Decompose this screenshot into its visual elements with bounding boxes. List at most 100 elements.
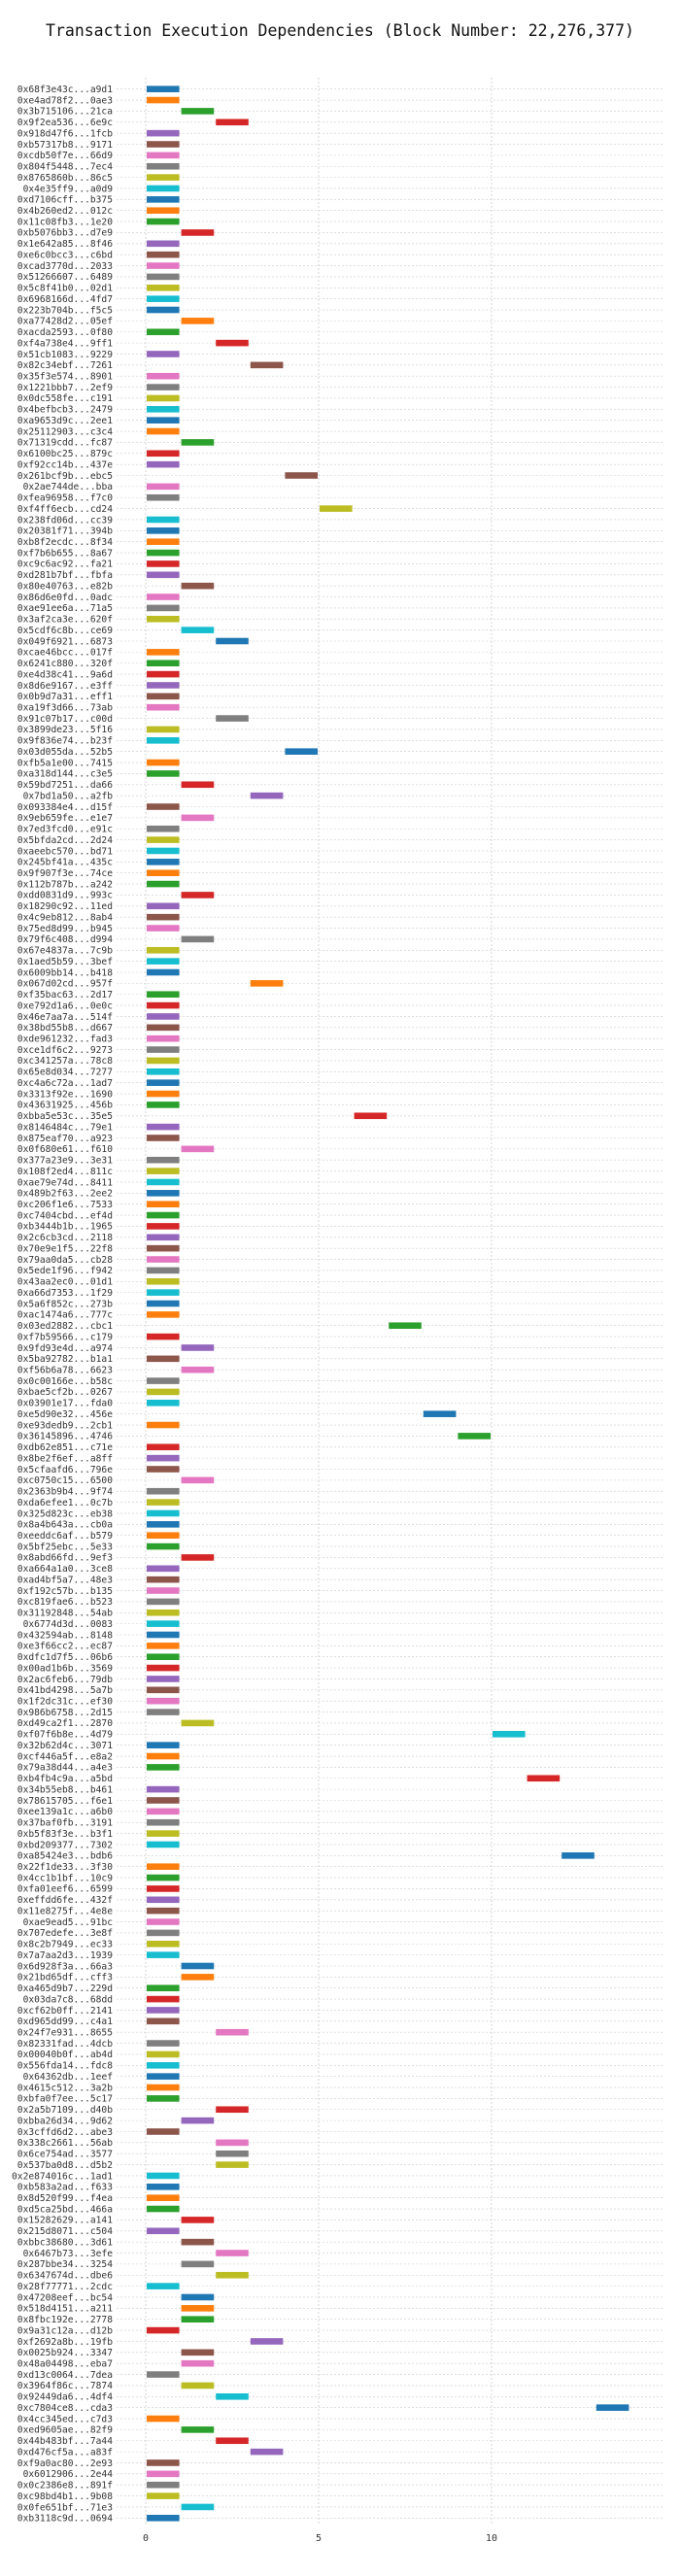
y-tick-label: 0xe6c0bcc3...c6bd [17, 250, 113, 260]
bar [147, 1918, 180, 1925]
y-tick-label: 0x82c34ebf...7261 [17, 360, 113, 371]
bar [147, 218, 180, 225]
bar [181, 935, 215, 943]
bar [147, 1752, 180, 1760]
bar [147, 670, 180, 678]
y-tick-label: 0x79aa0da5...cb28 [17, 1255, 113, 1266]
bar [147, 1885, 180, 1892]
bar [147, 273, 180, 281]
bar [354, 1112, 388, 1120]
y-tick-label: 0x1f2dc31c...ef30 [17, 1696, 113, 1707]
y-tick-label: 0xf2692a8b...19fb [17, 2337, 113, 2348]
bar [147, 96, 180, 104]
bar [147, 1764, 180, 1771]
y-tick-label: 0x3b715106...21ca [17, 107, 113, 118]
y-tick-label: 0x03901e17...fda0 [17, 1399, 113, 1409]
y-tick-label: 0x287bbe34...3254 [17, 2259, 113, 2270]
y-tick-label: 0x8765860b...86c5 [17, 173, 113, 184]
y-tick-label: 0xfea96958...f7c0 [17, 493, 113, 504]
bar [147, 450, 180, 458]
bar [147, 660, 180, 667]
y-tick-label: 0xe4ad78f2...0ae3 [17, 95, 113, 106]
y-tick-label: 0xbfa0f7ee...5c17 [17, 2094, 113, 2105]
y-tick-label: 0x1e642a85...8f46 [17, 239, 113, 250]
y-tick-label: 0x8abd66fd...9ef3 [17, 1553, 113, 1564]
bar [147, 516, 180, 524]
bar [147, 2227, 180, 2235]
y-tick-label: 0xae9ead5...91bc [23, 1917, 113, 1928]
y-tick-label: 0xd476cf5a...a83f [17, 2447, 113, 2457]
bar [147, 394, 180, 402]
y-tick-label: 0x4615c512...3a2b [17, 2083, 113, 2093]
bar [147, 384, 180, 390]
bar [147, 1499, 180, 1506]
bar [147, 1620, 180, 1627]
bar [147, 560, 180, 567]
y-tick-label: 0x18290c92...11ed [17, 901, 113, 912]
y-tick-label: 0x804f5448...7ec4 [17, 162, 113, 173]
bar [147, 1201, 180, 1207]
bar [147, 1797, 180, 1804]
bar [250, 980, 284, 987]
y-tick-label: 0x5cdf6c8b...ce69 [17, 626, 113, 636]
bar [147, 1818, 180, 1826]
bar [147, 1400, 180, 1407]
y-tick-label: 0xeeddc6af...b579 [17, 1531, 113, 1542]
y-tick-label: 0x518d4151...a211 [17, 2304, 113, 2315]
y-tick-label: 0x38bd55b8...d667 [17, 1023, 113, 1034]
y-tick-label: 0xa19f3d66...73ab [17, 703, 113, 714]
bar [250, 2338, 284, 2345]
y-tick-label: 0x0c2386e8...891f [17, 2481, 113, 2491]
bar [147, 925, 180, 932]
bar [147, 1289, 180, 1296]
y-tick-label: 0x5cfaafd6...796e [17, 1465, 113, 1475]
y-tick-label: 0xcae46bcc...017f [17, 648, 113, 659]
y-tick-label: 0x9fd93e4d...a974 [17, 1343, 113, 1354]
bar [147, 1034, 180, 1042]
bar [147, 417, 180, 424]
y-tick-label: 0x6241c880...320f [17, 659, 113, 669]
y-tick-label: 0x15282629...a141 [17, 2216, 113, 2226]
y-tick-label: 0x8fbc192e...2778 [17, 2315, 113, 2325]
y-tick-label: 0x71319cdd...fc87 [17, 438, 113, 449]
y-tick-label: 0x2ac6feb6...79db [17, 1675, 113, 1685]
bar [147, 759, 180, 766]
bar [216, 2392, 249, 2400]
y-tick-label: 0x3af2ca3e...620f [17, 615, 113, 626]
bar [147, 2184, 180, 2190]
bar [147, 770, 180, 777]
bar [147, 1676, 180, 1682]
y-tick-label: 0xe3f66cc2...ec87 [17, 1642, 113, 1652]
bar [147, 174, 180, 181]
bar [147, 2470, 180, 2478]
y-tick-label: 0xb5f83f3e...b3f1 [17, 1829, 113, 1840]
y-tick-label: 0x5bfda2cd...2d24 [17, 835, 113, 846]
y-tick-label: 0x2363b9b4...9f74 [17, 1487, 113, 1498]
y-tick-label: 0x2e874016c...1ad1 [12, 2171, 113, 2182]
y-tick-label: 0x3964f86c...7874 [17, 2381, 113, 2391]
bar [181, 2382, 215, 2390]
bar [147, 1001, 180, 1009]
bar [147, 2283, 180, 2289]
y-tick-label: 0xd281b7bf...fbfa [17, 570, 113, 581]
bar [147, 207, 180, 215]
y-tick-label: 0x43631925...456b [17, 1101, 113, 1111]
bar [147, 1421, 180, 1429]
y-tick-label: 0xe792d1a6...0e0c [17, 1000, 113, 1011]
y-tick-label: 0x067d02cd...957f [17, 979, 113, 990]
y-tick-label: 0x9f907f3e...74ce [17, 868, 113, 879]
bar [285, 748, 318, 755]
y-tick-label: 0x35f3e574...8901 [17, 372, 113, 383]
bar [147, 1984, 180, 1992]
bar [147, 2415, 180, 2423]
y-tick-label: 0x86d6e0fd...0adc [17, 593, 113, 603]
y-tick-label: 0x25112903...c3c4 [17, 426, 113, 437]
bar [147, 902, 180, 910]
y-tick-label: 0x0f680e61...f610 [17, 1144, 113, 1155]
bar [181, 2238, 215, 2246]
bar [561, 1852, 595, 1859]
y-tick-label: 0xf35bac63...2d17 [17, 990, 113, 1000]
y-tick-label: 0xc0750c15...6500 [17, 1475, 113, 1486]
y-tick-label: 0x6ce754ad...3577 [17, 2150, 113, 2160]
y-tick-label: 0x1221bbb7...2ef9 [17, 383, 113, 393]
